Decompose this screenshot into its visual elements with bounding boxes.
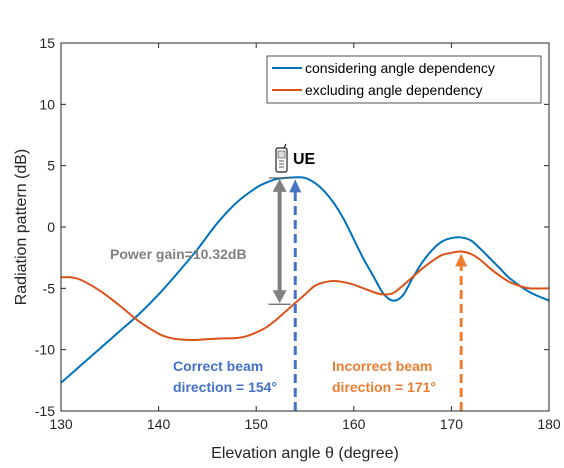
- correct-beam-label-line1: Correct beam: [173, 358, 263, 374]
- correct-beam-label-line2: direction = 154°: [173, 379, 277, 395]
- y-tick-label: -15: [35, 403, 55, 419]
- y-tick-label: -10: [35, 342, 55, 358]
- legend-label-considering: considering angle dependency: [305, 60, 495, 76]
- x-axis-title: Elevation angle θ (degree): [211, 445, 399, 462]
- legend-label-excluding: excluding angle dependency: [305, 82, 482, 98]
- y-tick-label: 5: [47, 158, 55, 174]
- y-tick-label: 15: [39, 35, 55, 51]
- series-line-excluding: [61, 250, 549, 341]
- incorrect-beam-label-line2: direction = 171°: [332, 379, 436, 395]
- x-tick-label: 170: [440, 416, 464, 432]
- x-tick-label: 180: [537, 416, 561, 432]
- x-tick-label: 140: [147, 416, 171, 432]
- x-tick-label: 130: [49, 416, 73, 432]
- ue-label: UE: [293, 151, 316, 168]
- power-gain-arrow-head-down: [272, 290, 287, 304]
- legend: considering angle dependency excluding a…: [266, 55, 542, 104]
- x-tick-label: 160: [342, 416, 366, 432]
- legend-box: [266, 55, 542, 104]
- y-tick-label: -5: [43, 280, 56, 296]
- power-gain-arrow-head-up: [272, 178, 287, 192]
- plot-frame: [60, 42, 550, 412]
- plot-area: [61, 43, 549, 411]
- series-line-considering: [61, 176, 549, 384]
- y-tick-label: 0: [47, 219, 55, 235]
- y-axis-title: Radiation pattern (dB): [13, 149, 30, 306]
- x-tick-label: 150: [245, 416, 269, 432]
- incorrect-beam-arrow-head: [455, 253, 468, 267]
- incorrect-beam-label-line1: Incorrect beam: [332, 358, 432, 374]
- ue-phone-icon: [275, 143, 288, 173]
- power-gain-label: Power gain=10.32dB: [110, 246, 247, 262]
- annotation-layer: [268, 177, 468, 411]
- series-layer: [61, 176, 549, 384]
- y-tick-label: 10: [39, 96, 55, 112]
- correct-beam-arrow-head: [289, 179, 302, 193]
